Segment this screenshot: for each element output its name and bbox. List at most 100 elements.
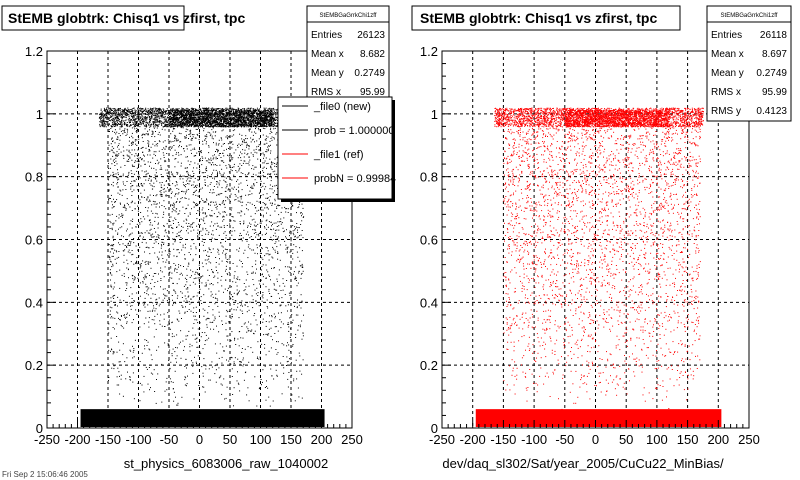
data-point (137, 120, 139, 122)
data-point (145, 110, 147, 112)
data-point (193, 167, 194, 169)
data-point (138, 114, 140, 116)
data-point (263, 120, 265, 121)
data-point (157, 223, 159, 225)
data-point (281, 207, 283, 209)
data-point (110, 120, 111, 122)
data-point (151, 185, 153, 187)
data-point (185, 118, 187, 120)
data-point (136, 118, 138, 120)
data-point (230, 125, 232, 127)
data-point (131, 116, 132, 118)
data-point (117, 305, 118, 307)
data-point (114, 294, 116, 296)
data-point (162, 122, 164, 124)
data-point (163, 117, 165, 119)
data-point (252, 115, 254, 116)
data-point (191, 208, 192, 210)
data-point (165, 113, 167, 115)
data-point (108, 124, 110, 126)
data-point (115, 120, 117, 122)
data-point (224, 206, 226, 208)
data-point (146, 114, 148, 115)
data-point (186, 122, 188, 124)
data-point (297, 387, 299, 389)
data-point (256, 114, 258, 116)
data-point (258, 305, 260, 307)
data-point (223, 109, 225, 110)
data-point (248, 110, 250, 112)
data-point (211, 120, 213, 122)
data-point (268, 259, 270, 261)
data-point (201, 123, 203, 125)
data-point (248, 161, 250, 163)
data-point (223, 119, 225, 121)
data-point (268, 120, 270, 122)
data-point (149, 124, 151, 126)
data-point (193, 118, 195, 120)
data-point (173, 263, 175, 264)
data-point (158, 115, 160, 117)
data-point (220, 109, 221, 111)
data-point (169, 117, 171, 119)
data-point (114, 258, 116, 260)
data-point (203, 117, 204, 119)
data-point (247, 201, 249, 203)
data-point (269, 119, 271, 121)
data-point (181, 110, 183, 112)
data-point (226, 119, 228, 121)
data-point (158, 107, 160, 109)
data-point (281, 343, 283, 345)
data-point (198, 121, 200, 123)
data-point (262, 123, 264, 125)
data-point (119, 121, 121, 123)
data-point (103, 114, 105, 116)
data-point (189, 343, 191, 345)
data-point (170, 124, 171, 126)
data-point (178, 154, 180, 156)
data-point (112, 317, 114, 319)
data-point (256, 123, 258, 125)
data-point (238, 111, 240, 113)
data-point (223, 115, 225, 117)
data-point (102, 121, 104, 123)
data-point (272, 113, 274, 115)
data-point (195, 254, 197, 256)
data-point (266, 116, 268, 118)
data-point (106, 110, 108, 112)
data-point (174, 109, 176, 111)
data-point (230, 117, 232, 119)
data-point (234, 116, 236, 118)
data-point (217, 117, 219, 119)
data-point (210, 115, 212, 117)
data-point (257, 108, 259, 110)
data-point (158, 111, 159, 113)
data-point (167, 112, 169, 114)
data-point (197, 119, 199, 121)
data-point (130, 220, 132, 222)
data-point (207, 116, 209, 118)
data-point (160, 108, 161, 110)
data-point (126, 125, 127, 126)
data-point (250, 122, 252, 124)
data-point (273, 112, 275, 114)
data-point (218, 123, 220, 125)
data-point (154, 126, 156, 128)
data-point (166, 377, 168, 379)
data-point (234, 118, 236, 120)
data-point (106, 112, 108, 114)
data-point (199, 177, 201, 179)
data-point (188, 113, 189, 115)
data-point (247, 110, 248, 112)
data-point (121, 120, 123, 121)
data-point (265, 120, 267, 122)
data-point (117, 113, 119, 115)
data-point (274, 119, 276, 121)
data-point (188, 116, 190, 118)
data-point (118, 108, 120, 109)
data-point (204, 118, 206, 120)
data-point (142, 123, 144, 125)
data-point (161, 111, 163, 113)
data-point (209, 114, 211, 116)
data-point (107, 125, 109, 127)
